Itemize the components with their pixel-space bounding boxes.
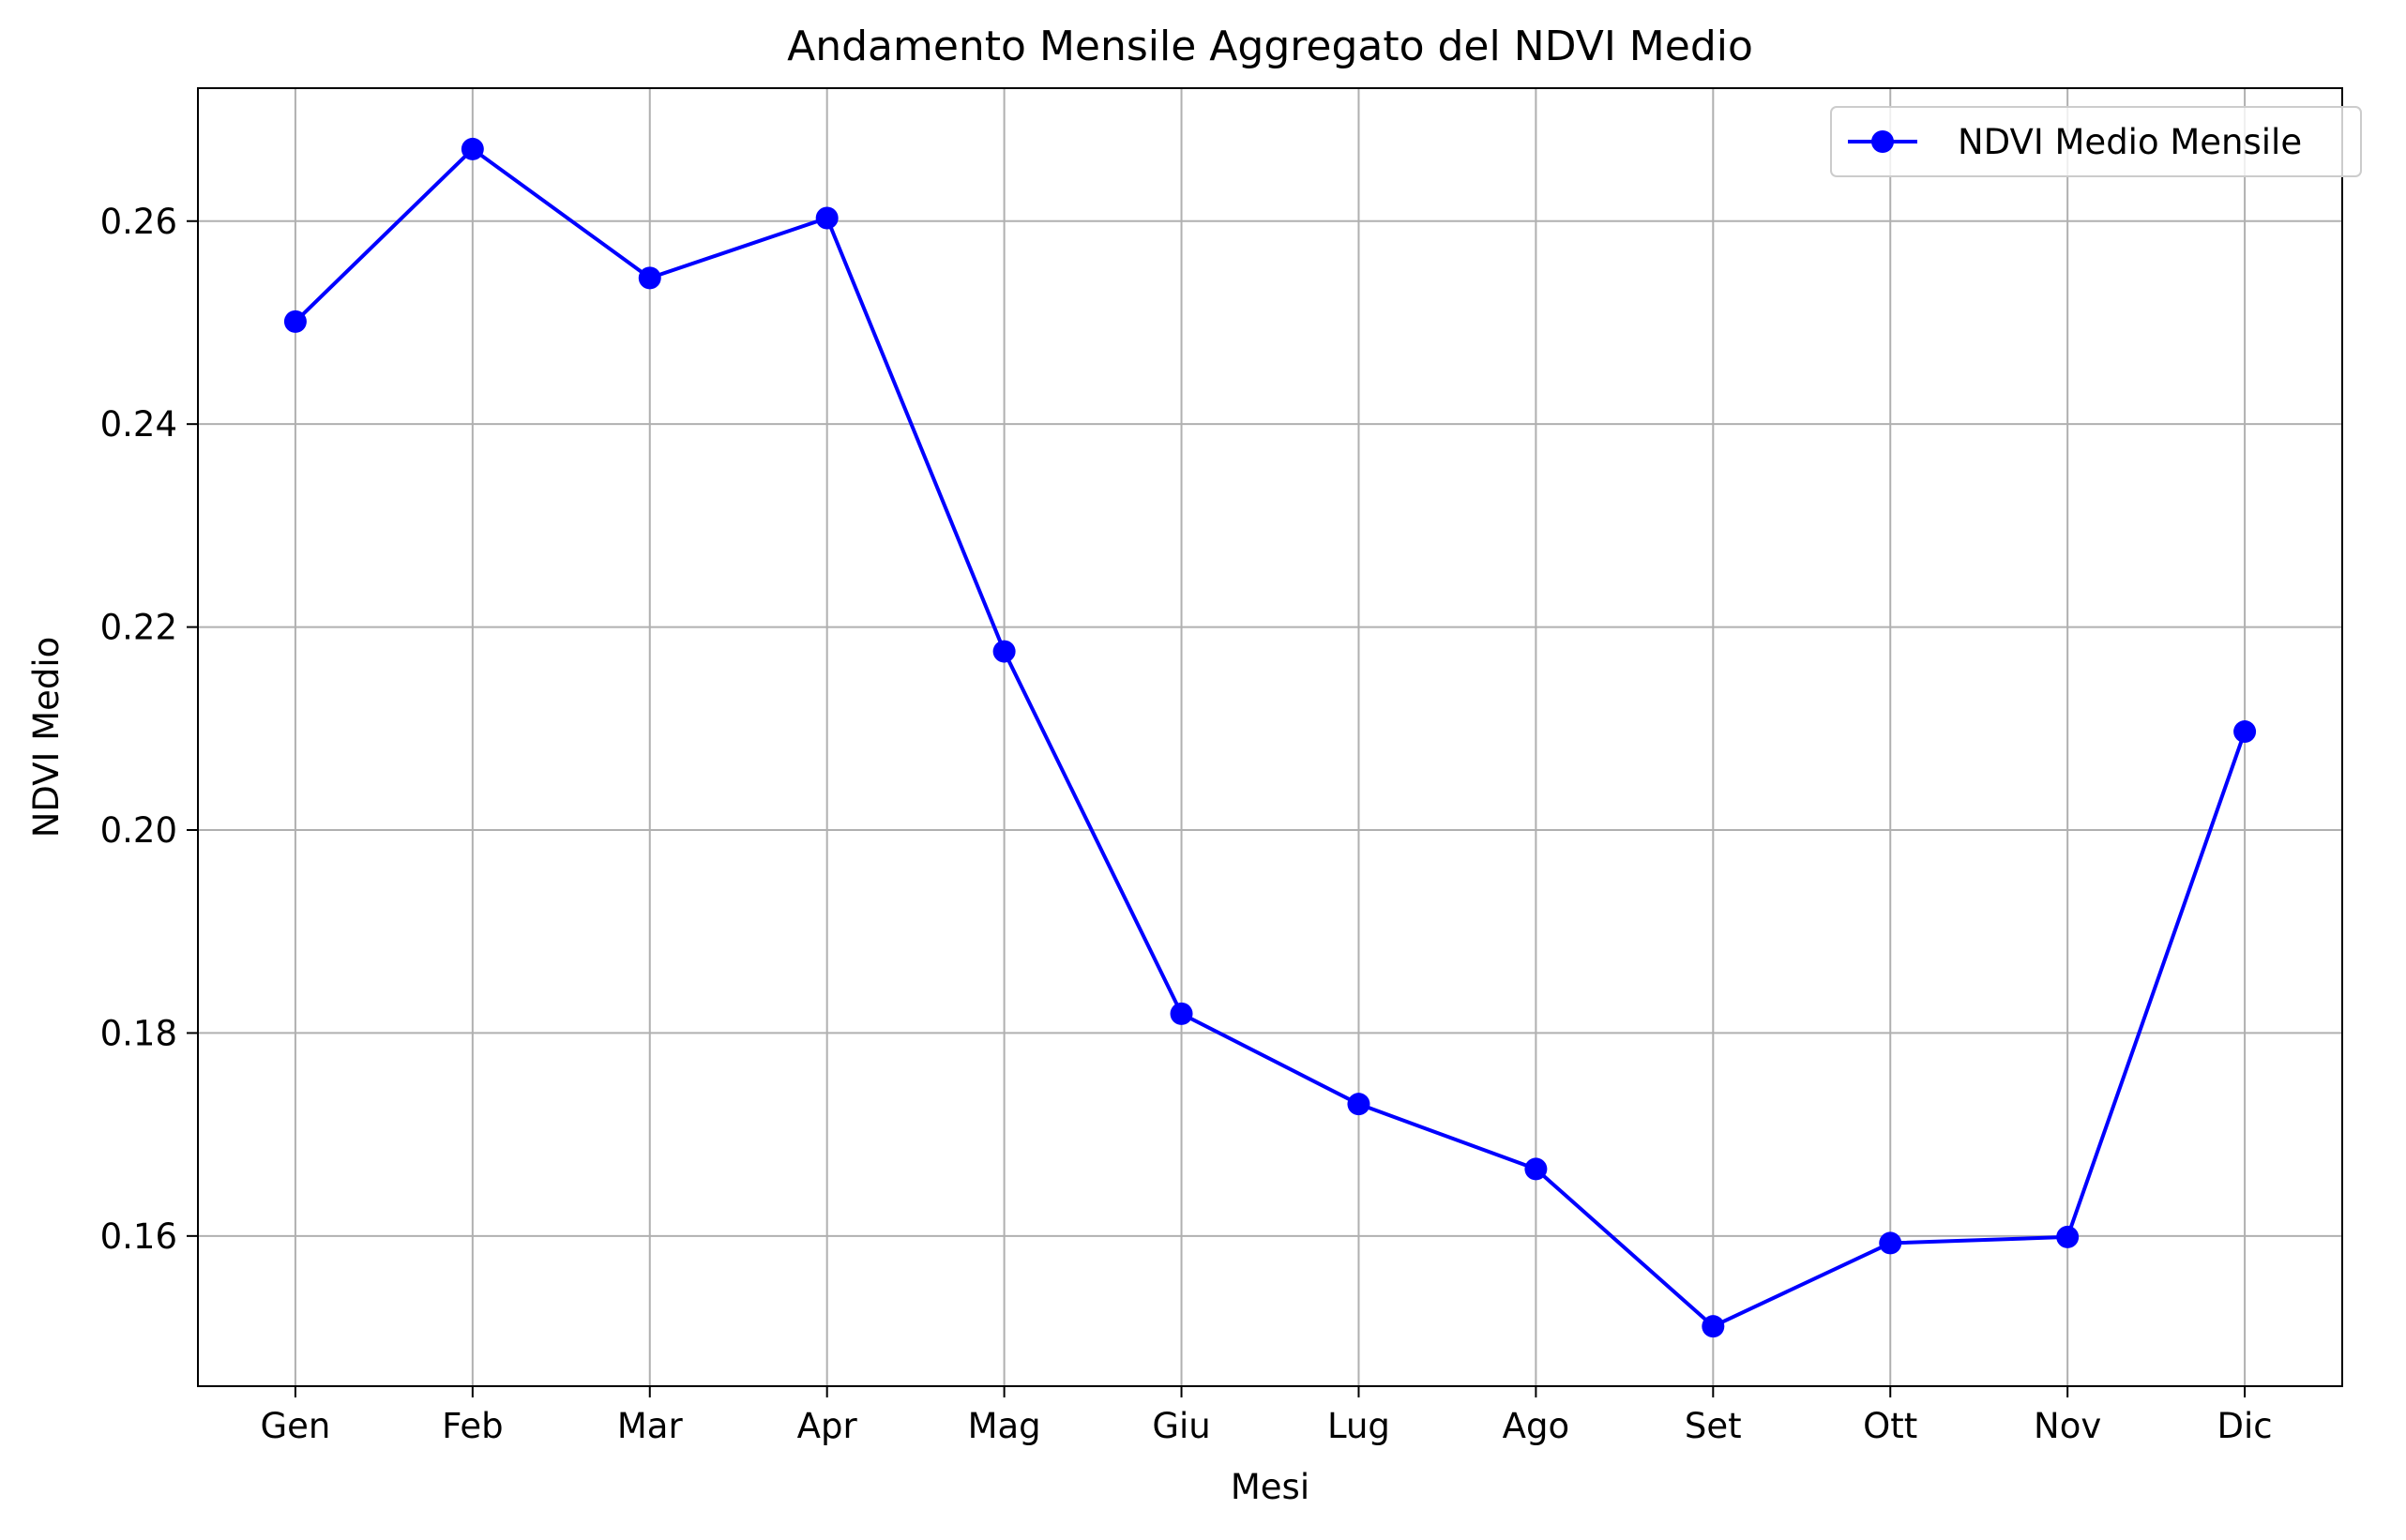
data-point-marker [2233, 720, 2257, 744]
series-layer [283, 137, 2257, 1338]
data-point-marker [1524, 1157, 1548, 1181]
data-point-marker [283, 310, 307, 333]
data-point-marker [461, 137, 484, 160]
x-tick-label: Apr [797, 1406, 858, 1446]
x-tick-label: Mar [617, 1406, 684, 1446]
x-tick-label: Ott [1863, 1406, 1917, 1446]
axis-ticks: Gen Feb Mar Apr Mag Giu Lug Ago Set Ott Nov Dic 0.16… [100, 202, 2273, 1446]
grid-lines [198, 88, 2342, 1386]
y-tick-label: 0.20 [100, 810, 177, 851]
chart-title: Andamento Mensile Aggregato del NDVI Med… [787, 23, 1753, 70]
data-point-marker [638, 266, 661, 290]
x-tick-label: Gen [260, 1406, 330, 1446]
x-tick-label: Lug [1327, 1406, 1390, 1446]
x-tick-label: Set [1685, 1406, 1742, 1446]
legend-label: NDVI Medio Mensile [1958, 122, 2302, 162]
data-point-marker [1347, 1093, 1370, 1116]
x-tick-label: Ago [1503, 1406, 1569, 1446]
x-axis-label: Mesi [1231, 1467, 1309, 1507]
x-tick-label: Mag [968, 1406, 1041, 1446]
y-tick-label: 0.26 [100, 202, 177, 242]
x-tick-label: Feb [442, 1406, 504, 1446]
y-tick-label: 0.22 [100, 608, 177, 648]
x-tick-label: Dic [2217, 1406, 2273, 1446]
data-point-marker [2056, 1225, 2080, 1248]
data-point-marker [1702, 1315, 1725, 1338]
y-axis-label: NDVI Medio [26, 637, 67, 838]
y-tick-label: 0.18 [100, 1013, 177, 1053]
y-tick-label: 0.16 [100, 1216, 177, 1257]
plot-frame [197, 87, 2343, 1387]
x-tick-label: Nov [2034, 1406, 2101, 1446]
data-point-marker [815, 206, 839, 230]
data-point-marker [992, 640, 1016, 663]
legend: NDVI Medio Mensile [1830, 106, 2362, 177]
series-line [294, 146, 2247, 1329]
y-tick-label: 0.24 [100, 404, 177, 445]
legend-marker-swatch [1871, 130, 1894, 153]
data-point-marker [1879, 1231, 1902, 1255]
x-tick-label: Giu [1152, 1406, 1210, 1446]
legend-box [1830, 106, 2362, 177]
data-point-marker [1170, 1002, 1193, 1025]
